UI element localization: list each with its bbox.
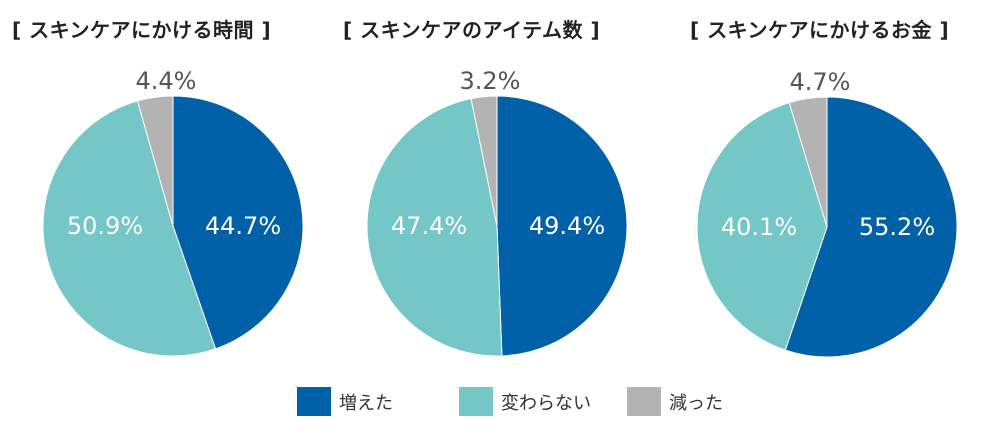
data-label: 3.2%: [460, 67, 521, 95]
data-label: 49.4%: [529, 212, 605, 240]
data-label: 50.9%: [67, 212, 143, 240]
chart-title-items: [ スキンケアのアイテム数 ]: [343, 18, 601, 42]
slice-unchanged: [366, 98, 503, 357]
slice-increased: [784, 96, 958, 358]
data-label: 47.4%: [391, 212, 467, 240]
slice-decreased: [136, 95, 174, 227]
slice-unchanged: [696, 102, 828, 351]
legend-swatch: [297, 387, 331, 416]
data-label: 40.1%: [721, 213, 797, 241]
chart-title-money: [ スキンケアにかけるお金 ]: [690, 18, 950, 42]
legend-item-increased: 増えた: [297, 387, 393, 416]
legend-label: 変わらない: [501, 392, 591, 414]
data-label: 55.2%: [859, 213, 935, 241]
legend-swatch: [459, 387, 493, 416]
slice-decreased: [470, 95, 498, 227]
legend-label: 増えた: [339, 392, 393, 414]
legend-swatch: [627, 387, 661, 416]
data-label: 4.7%: [790, 68, 851, 96]
legend-item-decreased: 減った: [627, 387, 723, 416]
legend-label: 減った: [669, 392, 723, 414]
slice-increased: [172, 95, 304, 350]
slice-decreased: [788, 96, 828, 228]
data-label: 4.4%: [136, 67, 197, 95]
chart-title-time: [ スキンケアにかける時間 ]: [12, 18, 272, 42]
data-label: 44.7%: [205, 212, 281, 240]
legend-item-unchanged: 変わらない: [459, 387, 591, 416]
slice-unchanged: [42, 100, 217, 357]
legend: 増えた 変わらない 減った: [297, 387, 759, 416]
slice-increased: [496, 95, 628, 357]
